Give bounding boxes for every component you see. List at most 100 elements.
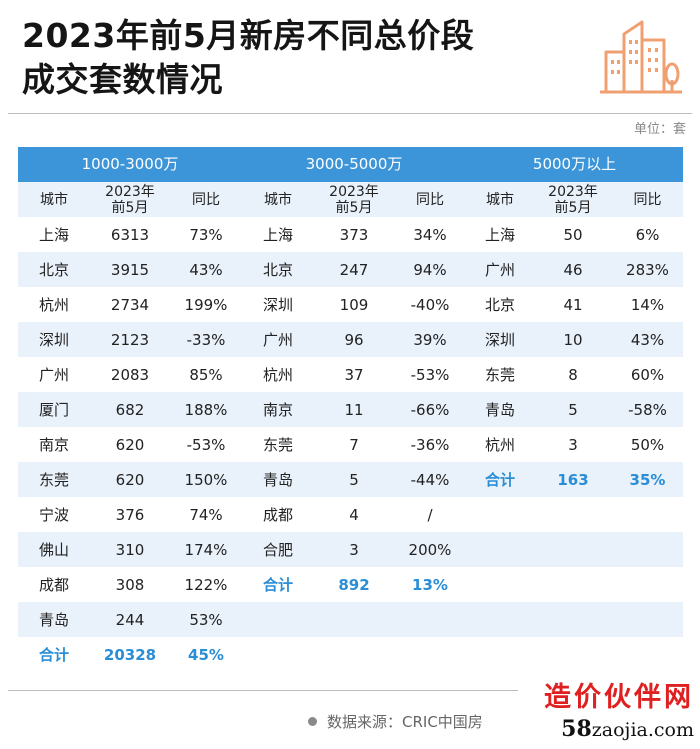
cell-yoy: 6%	[635, 225, 660, 244]
cell-value: 2123	[110, 330, 150, 349]
bullet-icon	[308, 717, 317, 726]
cell-city: 上海	[484, 226, 515, 244]
total-row: 合计 20328 45%	[18, 637, 242, 672]
cell-yoy: -33%	[186, 330, 226, 349]
table-row: 广州 2083 85%	[18, 357, 242, 392]
group-header: 5000万以上	[466, 147, 683, 182]
cell-value: 46	[563, 260, 583, 279]
cell-value: 373	[339, 225, 369, 244]
cell-value: 5	[349, 470, 359, 489]
group-header: 3000-5000万	[242, 147, 466, 182]
watermark-number: 58	[561, 716, 592, 742]
empty-row	[466, 497, 683, 532]
cell-value: 620	[115, 435, 145, 454]
cell-city: 佛山	[38, 541, 69, 559]
cell-value: 37	[344, 365, 364, 384]
cell-city: 北京	[262, 261, 293, 279]
cell-city: 南京	[262, 401, 293, 419]
cell-city: 广州	[484, 261, 515, 279]
table-row: 东莞 8 60%	[466, 357, 683, 392]
cell-yoy: -36%	[410, 435, 450, 454]
cell-yoy: 43%	[189, 260, 223, 279]
cell-yoy: 43%	[630, 330, 665, 349]
cell-city: 东莞	[262, 436, 293, 454]
cell-value: 892	[338, 575, 370, 594]
cell-value: 310	[115, 540, 145, 559]
cell-city: 合计	[262, 576, 293, 594]
watermark: 造价伙伴网 58zaojia.com	[518, 680, 700, 749]
page-title: 2023年前5月新房不同总价段 成交套数情况	[22, 14, 582, 102]
table-row: 东莞 7 -36%	[242, 427, 466, 462]
cell-value: 5	[568, 400, 578, 419]
table-row: 南京 11 -66%	[242, 392, 466, 427]
cell-value: 6313	[110, 225, 150, 244]
table-row: 上海 6313 73%	[18, 217, 242, 252]
cell-value: 50	[563, 225, 583, 244]
table-row: 杭州 2734 199%	[18, 287, 242, 322]
cell-city: 广州	[262, 331, 293, 349]
table-row: 南京 620 -53%	[18, 427, 242, 462]
column-header-value-line2: 前5月	[111, 199, 149, 216]
table-row: 青岛 244 53%	[18, 602, 242, 637]
cell-city: 上海	[262, 226, 293, 244]
table-row: 北京 247 94%	[242, 252, 466, 287]
column-header-yoy: 同比	[633, 191, 662, 208]
cell-city: 深圳	[38, 331, 69, 349]
table-row: 深圳 10 43%	[466, 322, 683, 357]
column-header-value: 2023年 前5月	[90, 184, 170, 216]
title-line-1: 2023年前5月新房不同总价段	[22, 16, 475, 55]
column-header-yoy: 同比	[192, 191, 220, 208]
empty-row	[466, 567, 683, 602]
cell-city: 杭州	[262, 366, 293, 384]
watermark-line-2: 58zaojia.com	[518, 716, 700, 743]
cell-city: 合计	[38, 646, 69, 664]
cell-city: 宁波	[38, 506, 69, 524]
cell-value: 7	[349, 435, 359, 454]
empty-row	[466, 637, 683, 672]
cell-yoy: 122%	[184, 575, 228, 594]
table-row: 广州 46 283%	[466, 252, 683, 287]
cell-city: 厦门	[38, 401, 69, 419]
column-header-city: 城市	[40, 191, 68, 208]
cell-yoy: 45%	[188, 645, 224, 664]
total-row: 合计 892 13%	[242, 567, 466, 602]
cell-yoy: 34%	[413, 225, 447, 244]
cell-city: 广州	[38, 366, 69, 384]
table-row: 上海 50 6%	[466, 217, 683, 252]
cell-yoy: 94%	[413, 260, 447, 279]
cell-value: 2083	[110, 365, 150, 384]
cell-yoy: 150%	[184, 470, 228, 489]
cell-yoy: 200%	[408, 540, 452, 559]
cell-value: 308	[115, 575, 145, 594]
table-row: 杭州 3 50%	[466, 427, 683, 462]
cell-city: 东莞	[38, 471, 69, 489]
cell-value: 10	[563, 330, 583, 349]
column-header-value: 2023年 前5月	[314, 184, 394, 216]
watermark-line-1: 造价伙伴网	[544, 682, 694, 713]
cell-value: 11	[344, 400, 364, 419]
buildings-icon	[600, 20, 682, 94]
cell-city: 杭州	[484, 436, 515, 454]
cell-value: 682	[115, 400, 145, 419]
column-header-value-line1: 2023年	[329, 183, 379, 200]
cell-yoy: 53%	[189, 610, 223, 629]
cell-value: 3915	[110, 260, 150, 279]
empty-row	[466, 532, 683, 567]
cell-yoy: 39%	[413, 330, 447, 349]
table-row: 宁波 376 74%	[18, 497, 242, 532]
table-row: 佛山 310 174%	[18, 532, 242, 567]
cell-yoy: 13%	[412, 575, 448, 594]
cell-city: 合肥	[262, 541, 293, 559]
cell-value: 4	[349, 505, 359, 524]
cell-yoy: 74%	[189, 505, 223, 524]
column-header-yoy: 同比	[416, 191, 444, 208]
empty-row	[242, 637, 466, 672]
cell-city: 青岛	[484, 401, 515, 419]
bottom-divider	[8, 690, 692, 691]
table-row: 成都 4 /	[242, 497, 466, 532]
cell-yoy: 73%	[189, 225, 223, 244]
cell-yoy: -58%	[628, 400, 667, 419]
group-block: 1000-3000万 城市 2023年 前5月 同比 上海 6313 73% 北京 3915 43%…	[18, 147, 242, 672]
cell-city: 杭州	[38, 296, 69, 314]
cell-city: 上海	[38, 226, 69, 244]
